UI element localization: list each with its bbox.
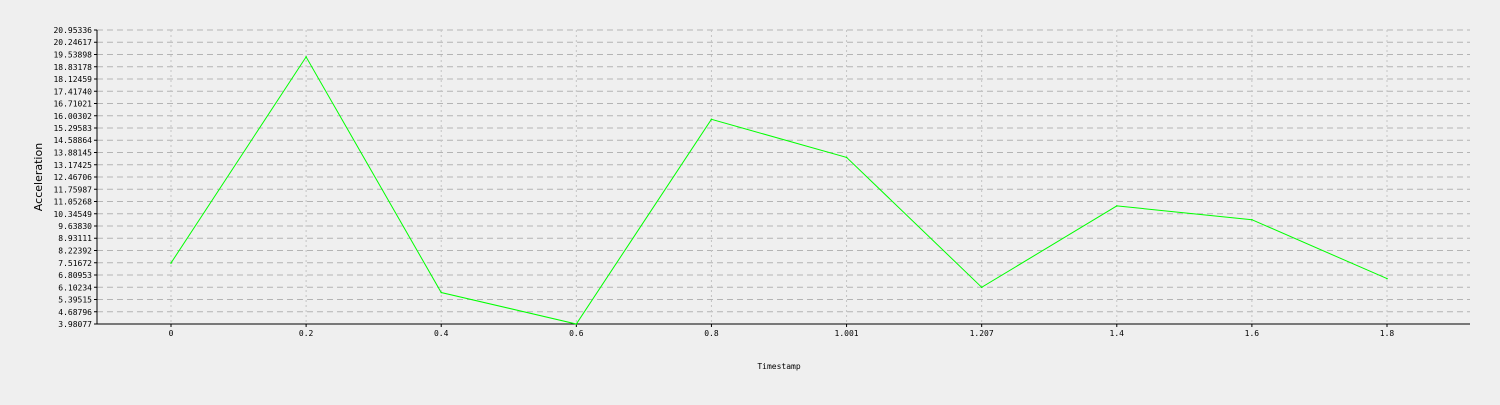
grid xyxy=(97,29,1470,324)
x-tick-label: 0.2 xyxy=(299,329,314,338)
series xyxy=(170,55,1388,325)
data-point xyxy=(1251,218,1253,221)
y-tick-label: 19.53898 xyxy=(53,50,92,59)
data-point xyxy=(575,323,578,325)
y-tick-label: 18.83178 xyxy=(53,63,92,72)
y-tick-label: 3.98077 xyxy=(58,320,92,329)
x-tick-label: 0.8 xyxy=(704,329,719,338)
data-point xyxy=(170,262,172,264)
y-tick-label: 17.41740 xyxy=(53,87,92,96)
y-tick-label: 13.17425 xyxy=(53,161,92,170)
y-tick-label: 7.51672 xyxy=(58,259,92,268)
data-point xyxy=(440,291,443,294)
data-point xyxy=(305,56,307,58)
x-tick-label: 0 xyxy=(169,329,174,338)
y-tick-label: 5.39515 xyxy=(58,296,92,305)
y-tick-label: 20.24617 xyxy=(53,38,92,47)
y-tick-label: 20.95336 xyxy=(53,26,92,35)
data-point xyxy=(710,118,713,121)
y-tick-label: 13.88145 xyxy=(53,148,92,157)
data-point xyxy=(1386,277,1388,280)
y-tick-label: 16.71021 xyxy=(53,100,92,109)
y-tick-label: 11.05268 xyxy=(53,198,92,207)
y-tick-label: 6.80953 xyxy=(58,271,92,280)
y-tick-label: 16.00302 xyxy=(53,112,92,121)
x-tick-label: 1.001 xyxy=(835,329,859,338)
x-tick-label: 0.6 xyxy=(569,329,584,338)
y-tick-label: 14.58864 xyxy=(53,136,92,145)
y-tick-label: 18.12459 xyxy=(53,75,92,84)
y-tick-label: 8.22392 xyxy=(58,246,92,255)
y-tick-label: 8.93111 xyxy=(58,234,92,243)
y-tick-label: 6.10234 xyxy=(58,283,92,292)
y-tick-label: 11.75987 xyxy=(53,185,92,194)
x-tick-label: 1.8 xyxy=(1380,329,1395,338)
series-line xyxy=(170,55,1388,325)
y-tick-label: 9.63830 xyxy=(58,222,92,231)
x-ticks: 0 0.2 0.4 0.6 0.8 1.001 1.207 1.4 1.6 1.8 xyxy=(169,324,1395,338)
y-ticks: 3.98077 4.68796 5.39515 6.10234 6.80953 7.516… xyxy=(53,26,97,329)
y-tick-label: 10.34549 xyxy=(53,210,92,219)
x-tick-label: 1.6 xyxy=(1245,329,1260,338)
x-tick-label: 1.4 xyxy=(1110,329,1125,338)
y-tick-label: 12.46706 xyxy=(53,173,92,182)
data-point xyxy=(1115,205,1118,207)
x-tick-label: 0.4 xyxy=(434,329,449,338)
x-tick-label: 1.207 xyxy=(970,329,994,338)
y-axis-title: Acceleration xyxy=(32,143,45,211)
data-point xyxy=(980,286,983,289)
data-point xyxy=(845,156,848,159)
y-tick-label: 4.68796 xyxy=(58,308,92,317)
x-axis-title: Timestamp xyxy=(757,362,801,371)
y-tick-label: 15.29583 xyxy=(53,124,92,133)
